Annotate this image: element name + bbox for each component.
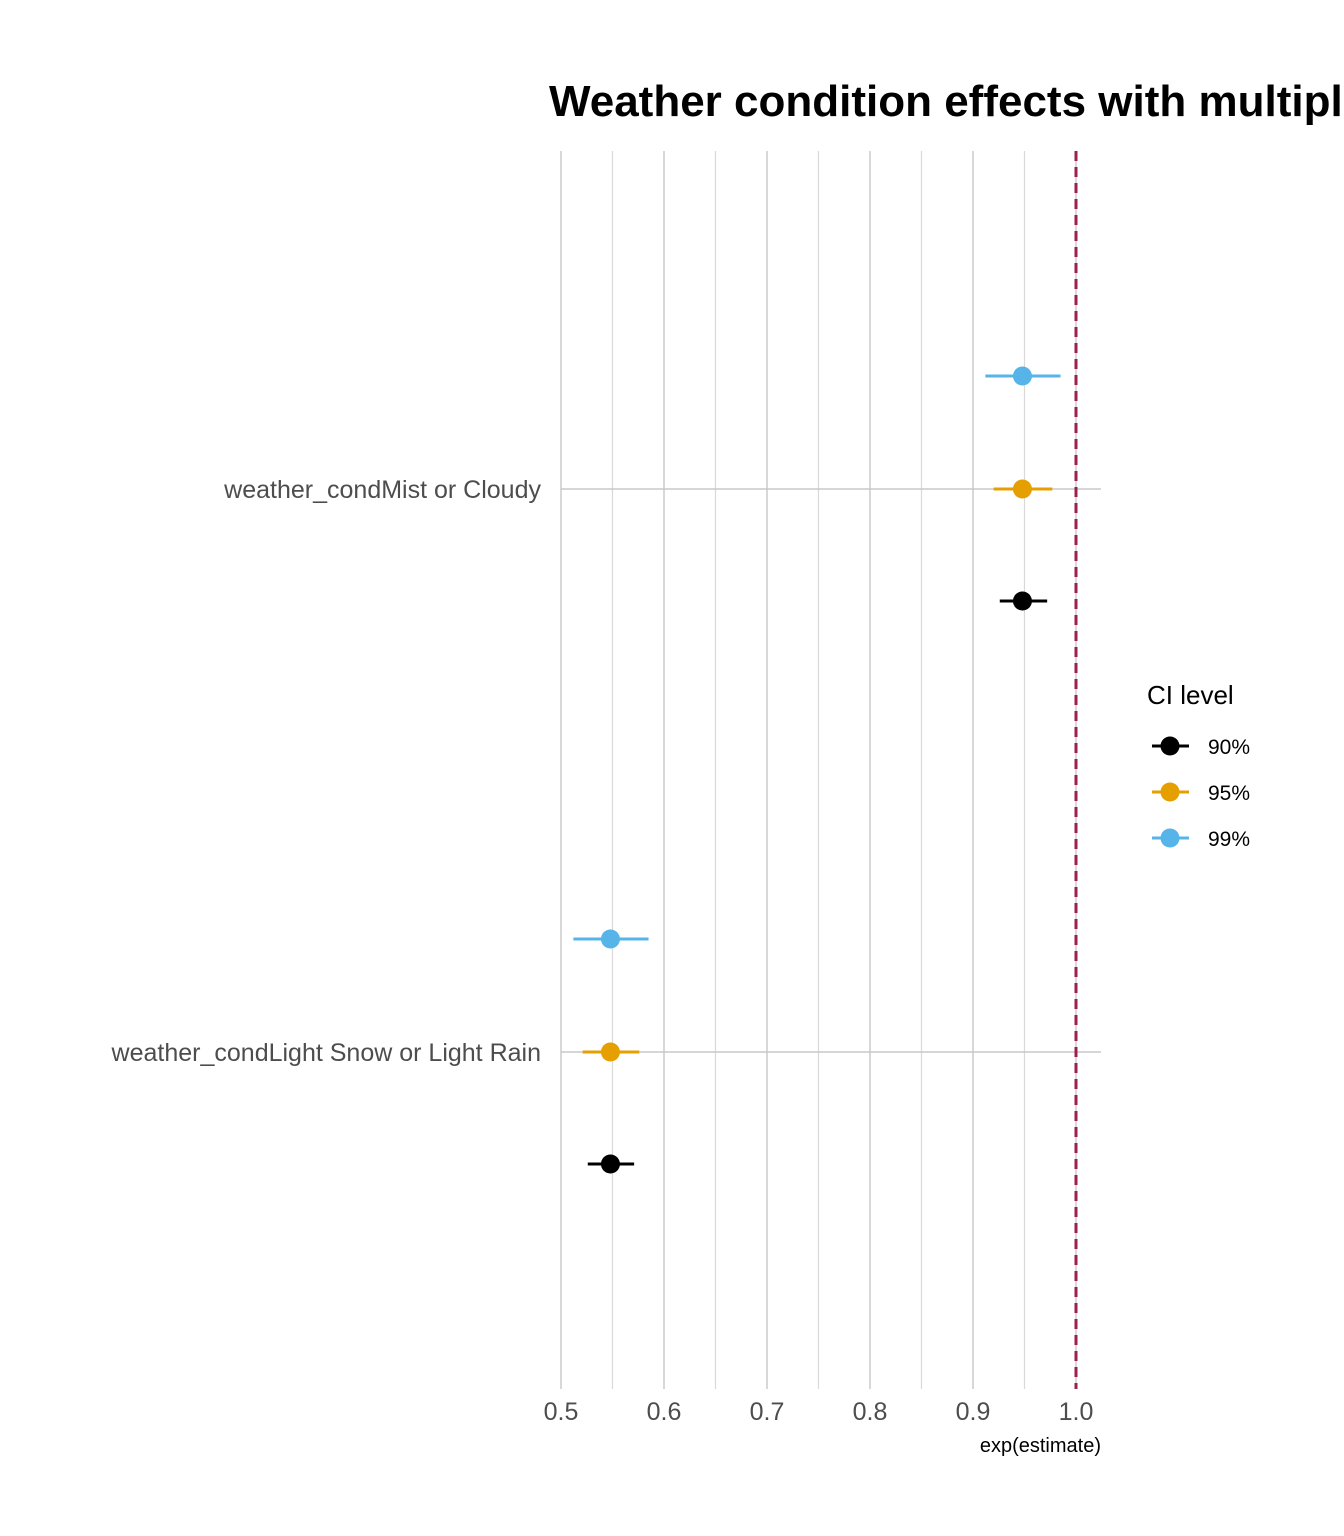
- x-tick-label: 0.9: [956, 1398, 991, 1426]
- ci-marks: [573, 366, 1061, 1174]
- legend-key-point: [1160, 736, 1180, 756]
- grid: [560, 151, 1101, 1389]
- y-tick-label: weather_condLight Snow or Light Rain: [111, 1039, 541, 1067]
- y-tick-label: weather_condMist or Cloudy: [223, 476, 541, 504]
- point-estimate: [1012, 366, 1032, 386]
- point-estimate: [600, 929, 620, 949]
- x-tick-label: 1.0: [1059, 1398, 1094, 1426]
- legend-key-point: [1160, 828, 1180, 848]
- x-tick-label: 0.5: [544, 1398, 579, 1426]
- x-tick-label: 0.6: [647, 1398, 682, 1426]
- x-tick-label: 0.7: [750, 1398, 785, 1426]
- point-estimate: [600, 1154, 620, 1174]
- legend: CI level 90% 95% 99%: [1147, 680, 1250, 851]
- x-axis-title: exp(estimate): [980, 1435, 1101, 1457]
- x-axis-labels: 0.5 0.6 0.7 0.8 0.9 1.0: [544, 1398, 1094, 1426]
- legend-label: 90%: [1208, 736, 1250, 759]
- chart-title: Weather condition effects with multiple …: [549, 77, 1344, 126]
- legend-label: 95%: [1208, 782, 1250, 805]
- point-estimate: [1012, 591, 1032, 611]
- point-estimate: [1012, 479, 1032, 499]
- legend-label: 99%: [1208, 828, 1250, 851]
- point-estimate: [600, 1042, 620, 1062]
- x-tick-label: 0.8: [853, 1398, 888, 1426]
- legend-title: CI level: [1147, 680, 1234, 710]
- y-axis-labels: weather_condMist or Cloudy weather_condLi…: [111, 476, 542, 1067]
- legend-key-point: [1160, 782, 1180, 802]
